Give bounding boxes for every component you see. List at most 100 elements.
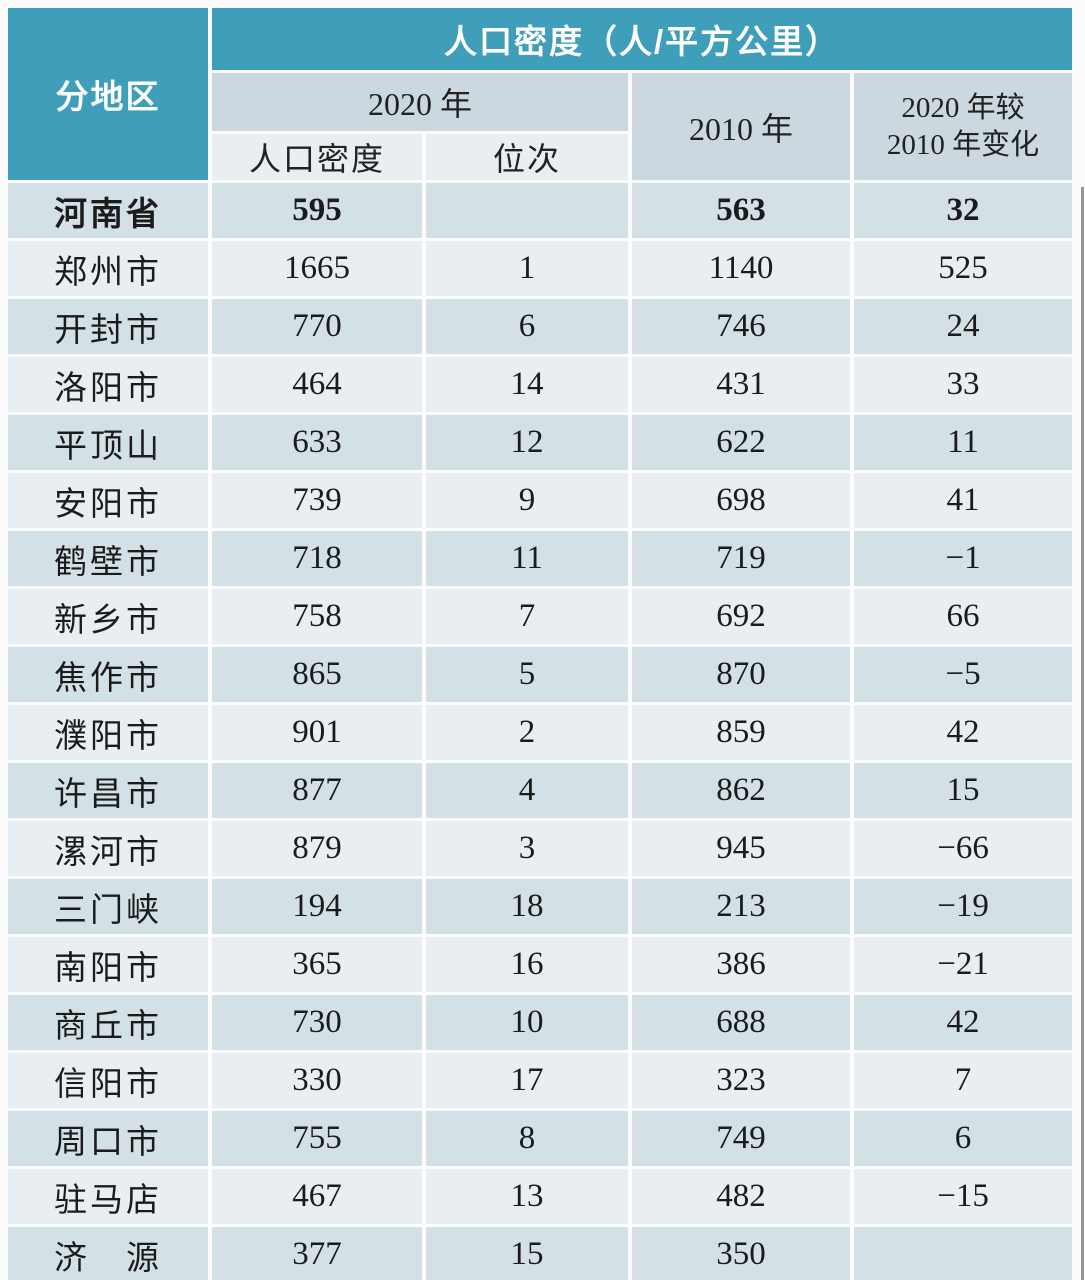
rank-2020-cell: 15: [426, 1227, 628, 1280]
region-cell: 郑州市: [8, 241, 208, 296]
table-row: 新乡市 758 7 692 66: [8, 589, 1073, 644]
change-cell: −5: [854, 647, 1073, 702]
rank-2020-cell: 13: [426, 1169, 628, 1224]
table-row: 安阳市 739 9 698 41: [8, 473, 1073, 528]
header-row-years: 2020 年 2010 年 2020 年较 2010 年变化: [8, 73, 1073, 180]
change-cell: 11: [854, 415, 1073, 470]
region-cell: 驻马店: [8, 1169, 208, 1224]
density-2010-cell: 945: [632, 821, 850, 876]
rank-2020-cell: 17: [426, 1053, 628, 1108]
density-2010-cell: 563: [632, 183, 850, 238]
change-header-line2: 2010 年变化: [886, 128, 1040, 161]
region-cell: 漯河市: [8, 821, 208, 876]
density-2020-cell: 865: [212, 647, 422, 702]
table-row: 周口市 755 8 749 6: [8, 1111, 1073, 1166]
region-cell: 许昌市: [8, 763, 208, 818]
region-cell: 濮阳市: [8, 705, 208, 760]
density-2010-cell: 622: [632, 415, 850, 470]
rank-2020-cell: 9: [426, 473, 628, 528]
density-title-header: 人口密度（人/平方公里）: [212, 8, 1073, 70]
change-cell: 33: [854, 357, 1073, 412]
region-cell: 安阳市: [8, 473, 208, 528]
rank-2020-cell: 4: [426, 763, 628, 818]
table-row: 漯河市 879 3 945 −66: [8, 821, 1073, 876]
change-cell: 525: [854, 241, 1073, 296]
density-2010-cell: 746: [632, 299, 850, 354]
table-row: 平顶山 633 12 622 11: [8, 415, 1073, 470]
region-cell: 三门峡: [8, 879, 208, 934]
table-row: 许昌市 877 4 862 15: [8, 763, 1073, 818]
table-header: 分地区 人口密度（人/平方公里） 2020 年 2010 年 2020 年较 2…: [8, 8, 1073, 180]
change-cell: 6: [854, 1111, 1073, 1166]
table-row: 郑州市 1665 1 1140 525: [8, 241, 1073, 296]
region-cell: 焦作市: [8, 647, 208, 702]
rank-2020-cell: 8: [426, 1111, 628, 1166]
table-row: 信阳市 330 17 323 7: [8, 1053, 1073, 1108]
region-column-header: 分地区: [8, 8, 208, 180]
density-2020-cell: 901: [212, 705, 422, 760]
density-2010-cell: 688: [632, 995, 850, 1050]
density-2010-cell: 213: [632, 879, 850, 934]
rank-2020-cell: 1: [426, 241, 628, 296]
rank-2020-cell: 6: [426, 299, 628, 354]
change-cell: 42: [854, 995, 1073, 1050]
density-2020-cell: 758: [212, 589, 422, 644]
density-2010-cell: 1140: [632, 241, 850, 296]
change-header-line1: 2020 年较: [901, 92, 1025, 125]
table-row: 洛阳市 464 14 431 33: [8, 357, 1073, 412]
table-row: 驻马店 467 13 482 −15: [8, 1169, 1073, 1224]
density-2020-cell: 730: [212, 995, 422, 1050]
density-2020-cell: 464: [212, 357, 422, 412]
change-cell: 66: [854, 589, 1073, 644]
region-cell: 新乡市: [8, 589, 208, 644]
density-2020-cell: 1665: [212, 241, 422, 296]
rank-2020-cell: 16: [426, 937, 628, 992]
density-2020-cell: 377: [212, 1227, 422, 1280]
table-row: 三门峡 194 18 213 −19: [8, 879, 1073, 934]
density-2010-cell: 870: [632, 647, 850, 702]
rank-2020-cell: 14: [426, 357, 628, 412]
change-cell: −19: [854, 879, 1073, 934]
density-2010-cell: 323: [632, 1053, 850, 1108]
rank-2020-cell: 5: [426, 647, 628, 702]
change-cell: 15: [854, 763, 1073, 818]
rank-2020-cell: 18: [426, 879, 628, 934]
change-cell: 42: [854, 705, 1073, 760]
change-cell: −21: [854, 937, 1073, 992]
region-cell: 鹤壁市: [8, 531, 208, 586]
photo-edge-artifact: [1081, 187, 1084, 1280]
population-density-table: 分地区 人口密度（人/平方公里） 2020 年 2010 年 2020 年较 2…: [4, 5, 1076, 1280]
density-2020-cell: 330: [212, 1053, 422, 1108]
year-2010-header: 2010 年: [632, 73, 850, 180]
density-2020-cell: 718: [212, 531, 422, 586]
sub-header-rank: 位次: [426, 134, 628, 180]
region-cell: 开封市: [8, 299, 208, 354]
rank-2020-cell: [426, 183, 628, 238]
table-row: 河南省 595 563 32: [8, 183, 1073, 238]
density-2020-cell: 194: [212, 879, 422, 934]
rank-2020-cell: 10: [426, 995, 628, 1050]
table-row: 济 源 377 15 350: [8, 1227, 1073, 1280]
change-cell: 32: [854, 183, 1073, 238]
change-cell: 24: [854, 299, 1073, 354]
density-2010-cell: 862: [632, 763, 850, 818]
density-2020-cell: 877: [212, 763, 422, 818]
region-cell: 平顶山: [8, 415, 208, 470]
density-2010-cell: 719: [632, 531, 850, 586]
table-row: 南阳市 365 16 386 −21: [8, 937, 1073, 992]
table-row: 焦作市 865 5 870 −5: [8, 647, 1073, 702]
density-2010-cell: 350: [632, 1227, 850, 1280]
change-header: 2020 年较 2010 年变化: [854, 73, 1073, 180]
density-2020-cell: 365: [212, 937, 422, 992]
change-cell: 7: [854, 1053, 1073, 1108]
header-row-title: 分地区 人口密度（人/平方公里）: [8, 8, 1073, 180]
density-2020-cell: 595: [212, 183, 422, 238]
density-2010-cell: 431: [632, 357, 850, 412]
change-cell: −1: [854, 531, 1073, 586]
change-cell: [854, 1227, 1073, 1280]
rank-2020-cell: 11: [426, 531, 628, 586]
rank-2020-cell: 3: [426, 821, 628, 876]
density-2020-cell: 755: [212, 1111, 422, 1166]
density-2020-cell: 467: [212, 1169, 422, 1224]
density-2010-cell: 386: [632, 937, 850, 992]
